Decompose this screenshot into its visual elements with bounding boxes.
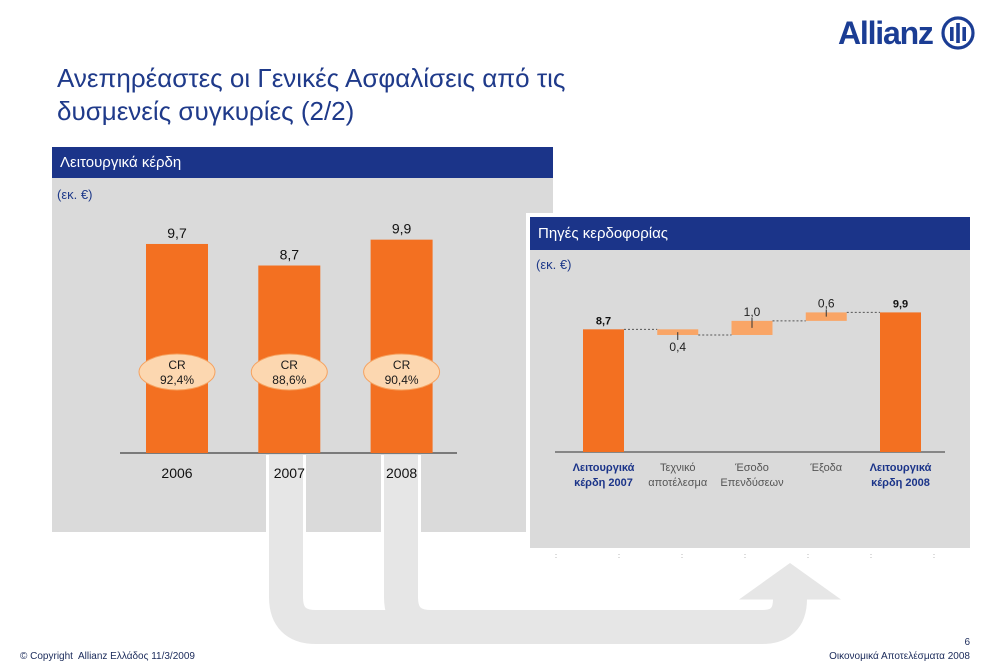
logo-ring	[941, 16, 975, 50]
bar-value-label-2007: 8,7	[280, 247, 300, 263]
waterfall-value-label-1: 8,7	[596, 315, 611, 327]
slide-title-line-1: Ανεπηρέαστες οι Γενικές Ασφαλίσεις από τ…	[57, 63, 566, 93]
footer-page-number: 6	[964, 637, 970, 648]
waterfall-value-label-4: 0,6	[818, 296, 835, 310]
bar-value-label-2006: 9,7	[167, 225, 187, 241]
footer-copyright: © Copyright Allianz Ελλάδος 11/3/2009	[20, 651, 195, 662]
waterfall-value-label-5: 9,9	[893, 298, 908, 310]
waterfall-category-label-3: Έσοδο	[734, 462, 769, 474]
waterfall-category-label-5: Λειτουργικά	[870, 462, 932, 474]
waterfall-category-label-4: Έξοδα	[809, 462, 842, 474]
logo-pillar	[956, 23, 960, 43]
cr-badge-label-2007: CR	[281, 358, 299, 372]
allianz-logo-icon	[941, 16, 975, 50]
bar-2008	[370, 239, 433, 453]
flow-arrow-band	[384, 455, 700, 644]
cr-badge-value-2007: 88,6%	[272, 373, 306, 387]
bar-2006	[146, 243, 208, 453]
waterfall-category-label-3: Επενδύσεων	[720, 477, 784, 489]
footer-deck-title: Οικονομικά Αποτελέσματα 2008	[829, 651, 970, 662]
x-tick-label-2008: 2008	[386, 465, 417, 481]
left-panel-header: Λειτουργικά κέρδη	[52, 147, 553, 178]
x-tick-label-2006: 2006	[161, 465, 192, 481]
right-panel-unit: (εκ. €)	[536, 257, 572, 272]
logo-pillar	[950, 27, 954, 41]
right-panel-header: Πηγές κερδοφορίας	[530, 217, 970, 250]
waterfall-category-label-5: κέρδη 2008	[871, 477, 930, 489]
flow-arrowhead	[739, 563, 841, 600]
waterfall-bar-1	[583, 329, 624, 452]
bar-value-label-2008: 9,9	[392, 221, 412, 237]
waterfall-category-label-1: κέρδη 2007	[574, 477, 633, 489]
waterfall-bar-5	[880, 312, 921, 452]
waterfall-value-label-3: 1,0	[744, 305, 761, 319]
waterfall-category-label-2: Τεχνικό	[660, 462, 696, 474]
slide-title: Ανεπηρέαστες οι Γενικές Ασφαλίσεις από τ…	[57, 62, 565, 128]
waterfall-category-label-1: Λειτουργικά	[573, 462, 635, 474]
cr-badge-2008	[363, 353, 441, 391]
x-tick-label-2007: 2007	[274, 465, 305, 481]
cr-badge-label-2008: CR	[393, 358, 411, 372]
left-panel-unit: (εκ. €)	[57, 187, 93, 202]
logo-pillar	[962, 27, 966, 41]
slide-title-line-2: δυσμενείς συγκυρίες (2/2)	[57, 96, 355, 126]
cr-badge-value-2006: 92,4%	[160, 373, 194, 387]
waterfall-value-label-2: 0,4	[669, 340, 686, 354]
waterfall-category-label-2: αποτέλεσμα	[648, 477, 708, 489]
cr-badge-2007	[250, 353, 328, 391]
allianz-logo-text: Allianz	[838, 15, 934, 51]
cr-badge-label-2006: CR	[168, 358, 186, 372]
cr-badge-value-2008: 90,4%	[385, 373, 419, 387]
cr-badge-2006	[138, 353, 216, 391]
